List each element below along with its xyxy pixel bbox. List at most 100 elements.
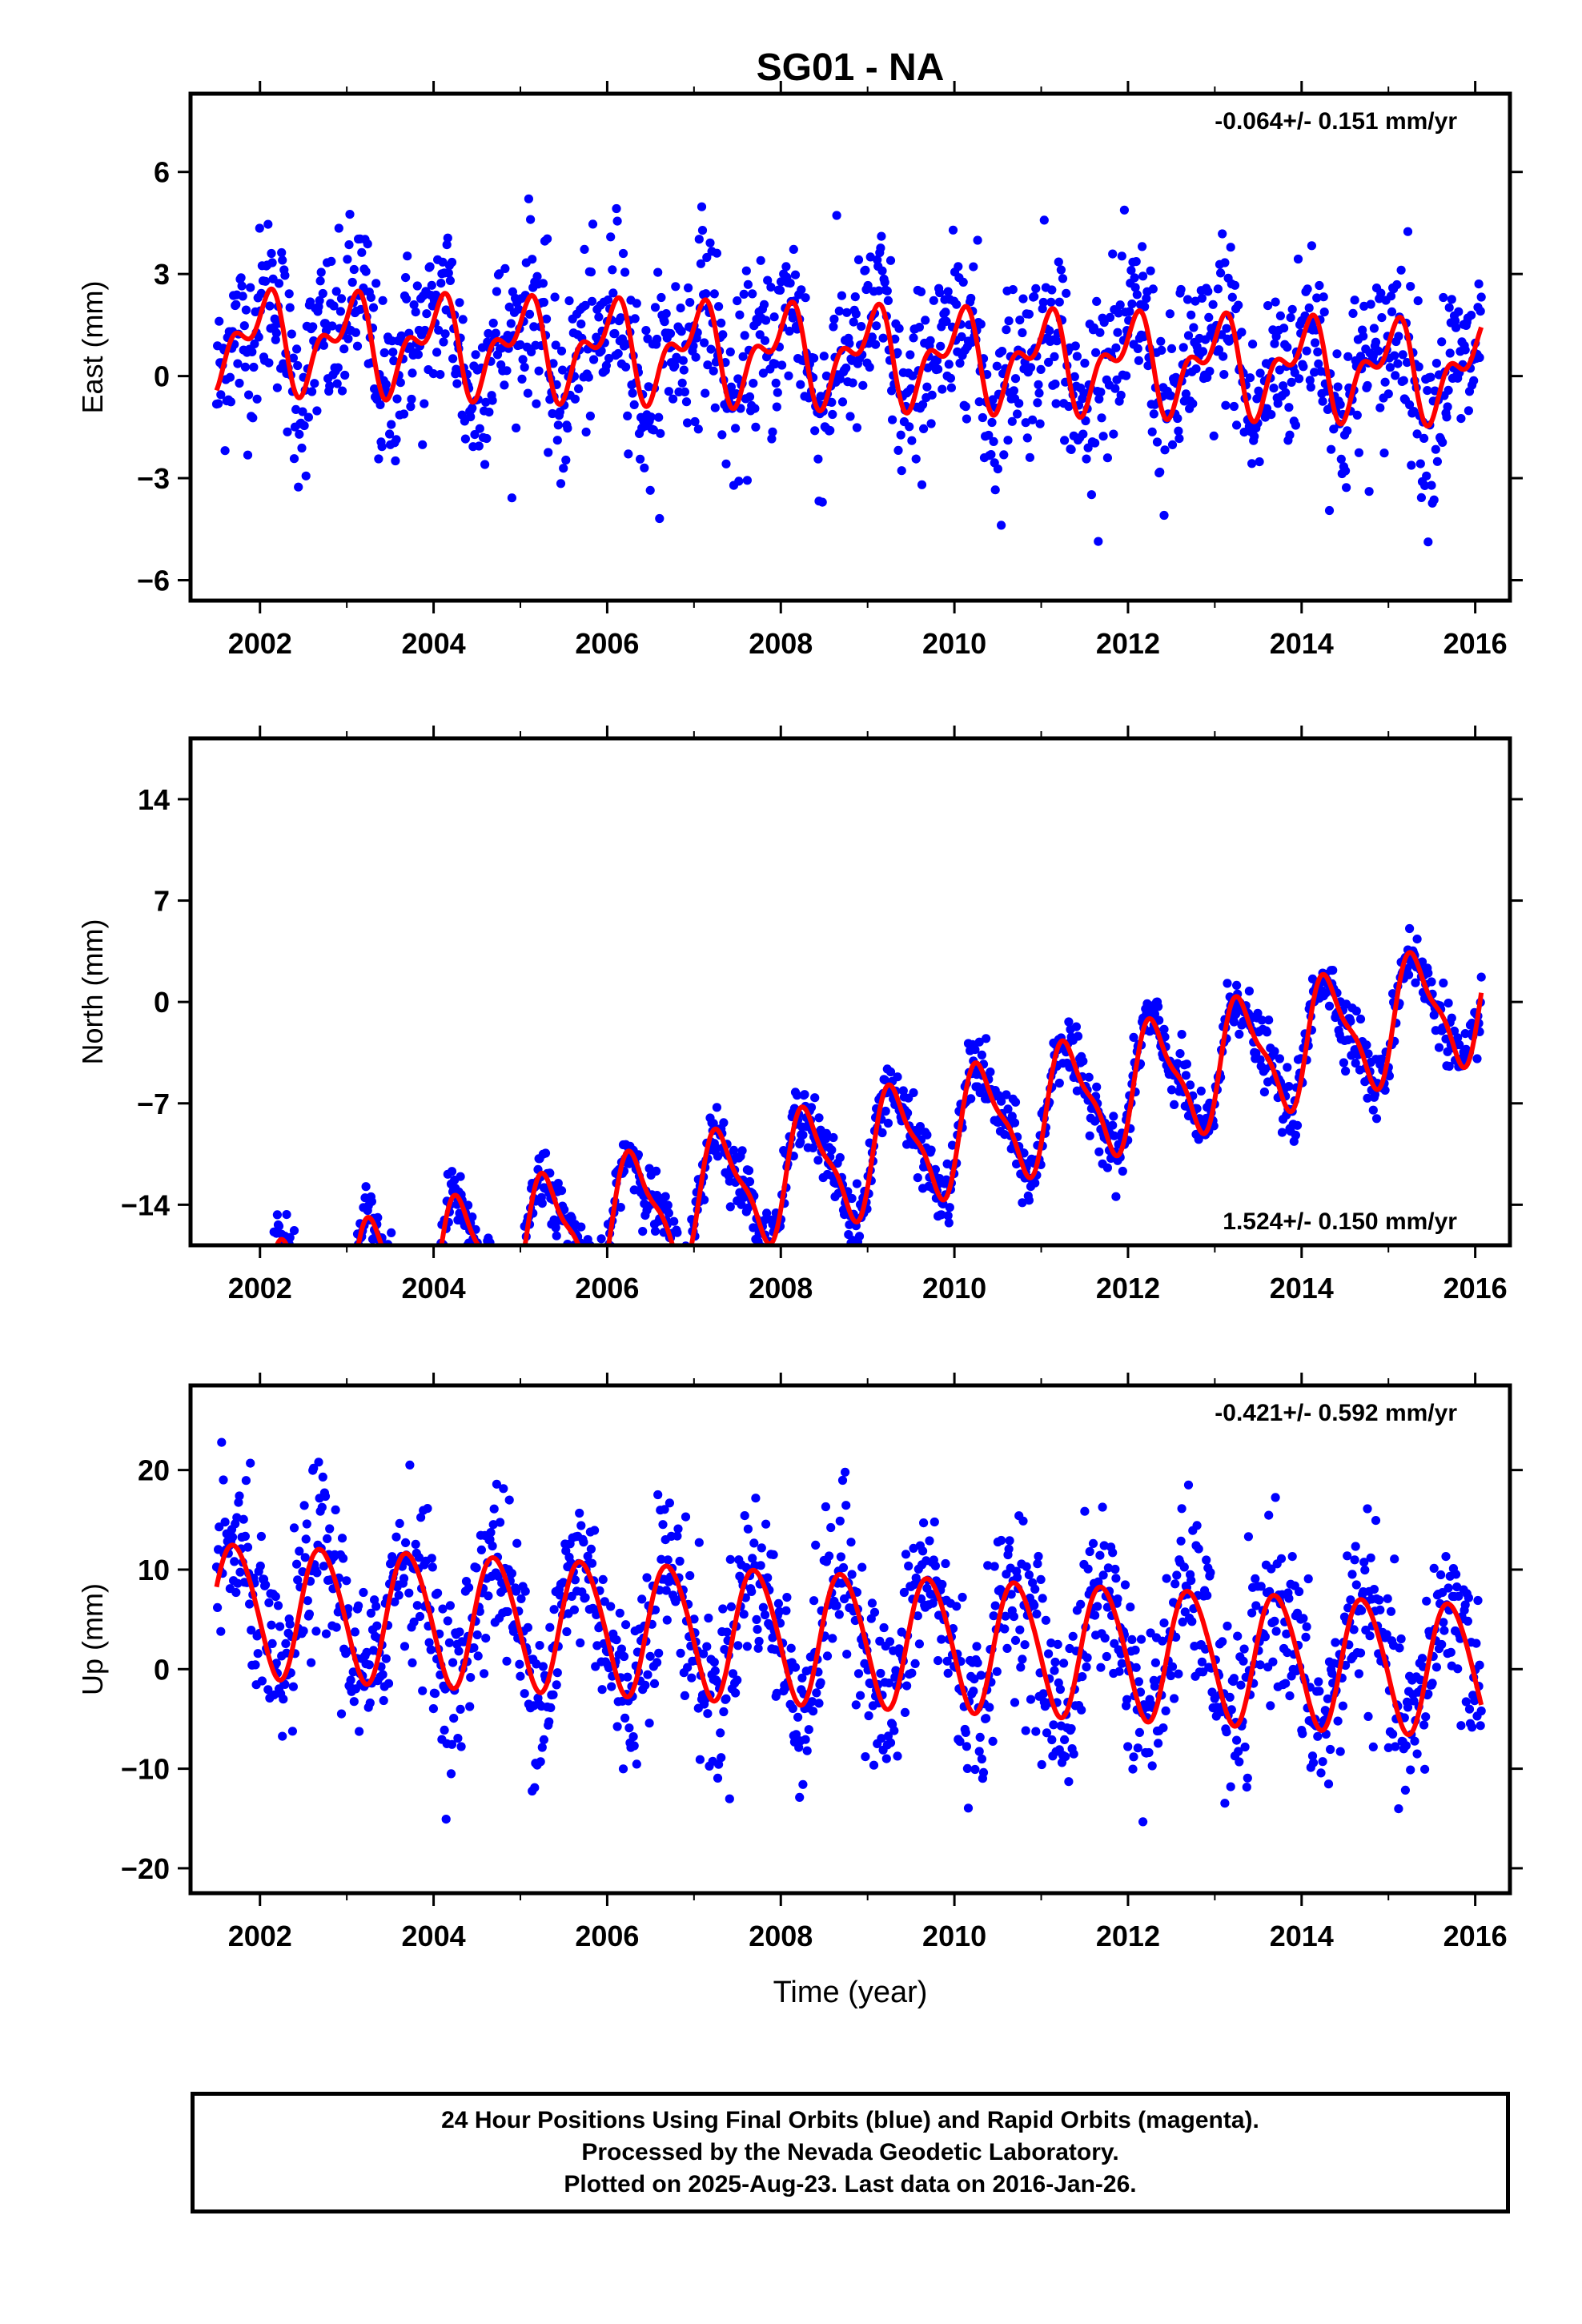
data-point <box>404 1588 414 1598</box>
data-point <box>1447 1013 1456 1023</box>
data-point <box>782 1593 792 1602</box>
data-point <box>492 1479 502 1489</box>
data-point <box>944 360 954 369</box>
data-point <box>217 1315 226 1324</box>
data-point <box>1391 371 1400 380</box>
data-point <box>978 412 987 423</box>
data-point <box>411 308 420 317</box>
data-point <box>990 485 1000 495</box>
data-point <box>411 1327 420 1336</box>
data-point <box>977 1754 986 1764</box>
data-point <box>877 266 887 275</box>
data-point <box>1179 1562 1189 1572</box>
data-point <box>313 1321 322 1329</box>
data-point <box>309 1299 318 1308</box>
data-point <box>1157 345 1166 355</box>
data-point <box>798 1779 808 1789</box>
data-point <box>272 1210 282 1220</box>
data-point <box>300 1288 309 1297</box>
data-point <box>488 396 497 405</box>
data-point <box>1004 1544 1014 1554</box>
data-point <box>1051 399 1061 408</box>
data-point <box>623 411 632 421</box>
data-point <box>425 1315 434 1324</box>
data-point <box>1066 1724 1076 1734</box>
data-point <box>321 1629 331 1638</box>
data-point <box>1328 966 1338 975</box>
data-point <box>438 257 448 267</box>
data-point <box>901 1550 911 1559</box>
data-point <box>580 300 590 310</box>
data-point <box>318 1318 327 1327</box>
data-point <box>685 1251 694 1260</box>
data-point <box>315 1306 324 1315</box>
data-point <box>576 1521 586 1530</box>
data-point <box>893 445 903 456</box>
data-point <box>345 210 355 219</box>
data-point <box>325 1329 334 1337</box>
data-point <box>1099 1541 1109 1550</box>
data-point <box>946 383 956 392</box>
data-point <box>586 267 596 277</box>
data-point <box>1255 368 1265 378</box>
data-point <box>1135 1687 1146 1697</box>
data-point <box>755 330 765 340</box>
data-point <box>1240 1742 1250 1752</box>
data-point <box>271 1659 281 1668</box>
data-point <box>282 1210 291 1220</box>
data-point <box>619 1651 629 1662</box>
data-point <box>241 1476 251 1486</box>
data-point <box>729 1145 739 1155</box>
data-point <box>382 1256 391 1265</box>
data-point <box>1177 1030 1186 1039</box>
data-point <box>303 1288 311 1297</box>
data-point <box>241 1331 250 1340</box>
data-point <box>256 288 266 298</box>
data-point <box>388 1248 397 1257</box>
data-point <box>1456 414 1466 424</box>
data-point <box>763 1573 773 1582</box>
data-point <box>402 294 412 304</box>
data-point <box>336 294 347 304</box>
data-point <box>1391 1742 1400 1751</box>
data-point <box>476 1545 487 1554</box>
x-axis-label: Time (year) <box>773 1976 928 2009</box>
data-point <box>613 348 623 359</box>
data-point <box>1196 1086 1206 1096</box>
data-point <box>1350 1555 1359 1565</box>
data-point <box>600 1258 608 1267</box>
data-point <box>234 1330 243 1339</box>
data-point <box>1287 304 1297 314</box>
data-point <box>660 317 669 327</box>
data-point <box>623 1672 632 1682</box>
data-point <box>760 336 770 345</box>
data-point <box>265 1249 274 1258</box>
data-point <box>1429 1563 1439 1573</box>
data-point <box>301 471 311 480</box>
data-point <box>952 1602 962 1611</box>
data-point <box>248 1351 257 1360</box>
data-point <box>636 454 645 464</box>
data-point <box>1423 1689 1433 1699</box>
data-point <box>768 427 777 436</box>
data-point <box>645 485 655 495</box>
data-point <box>904 1561 913 1571</box>
data-point <box>472 1563 481 1573</box>
data-point <box>559 464 568 473</box>
data-point <box>422 1306 431 1315</box>
data-point <box>215 1322 223 1331</box>
data-point <box>990 1601 1000 1610</box>
data-point <box>750 404 760 413</box>
data-point <box>1147 427 1157 436</box>
data-point <box>484 407 494 417</box>
data-point <box>796 1137 805 1147</box>
data-point <box>428 369 439 379</box>
data-point <box>906 384 916 393</box>
data-point <box>256 1354 265 1363</box>
data-point <box>325 1524 335 1534</box>
data-point <box>1064 401 1074 412</box>
data-point <box>1144 1747 1154 1758</box>
data-point <box>673 1524 683 1534</box>
data-point <box>944 1218 954 1228</box>
data-point <box>655 513 665 524</box>
